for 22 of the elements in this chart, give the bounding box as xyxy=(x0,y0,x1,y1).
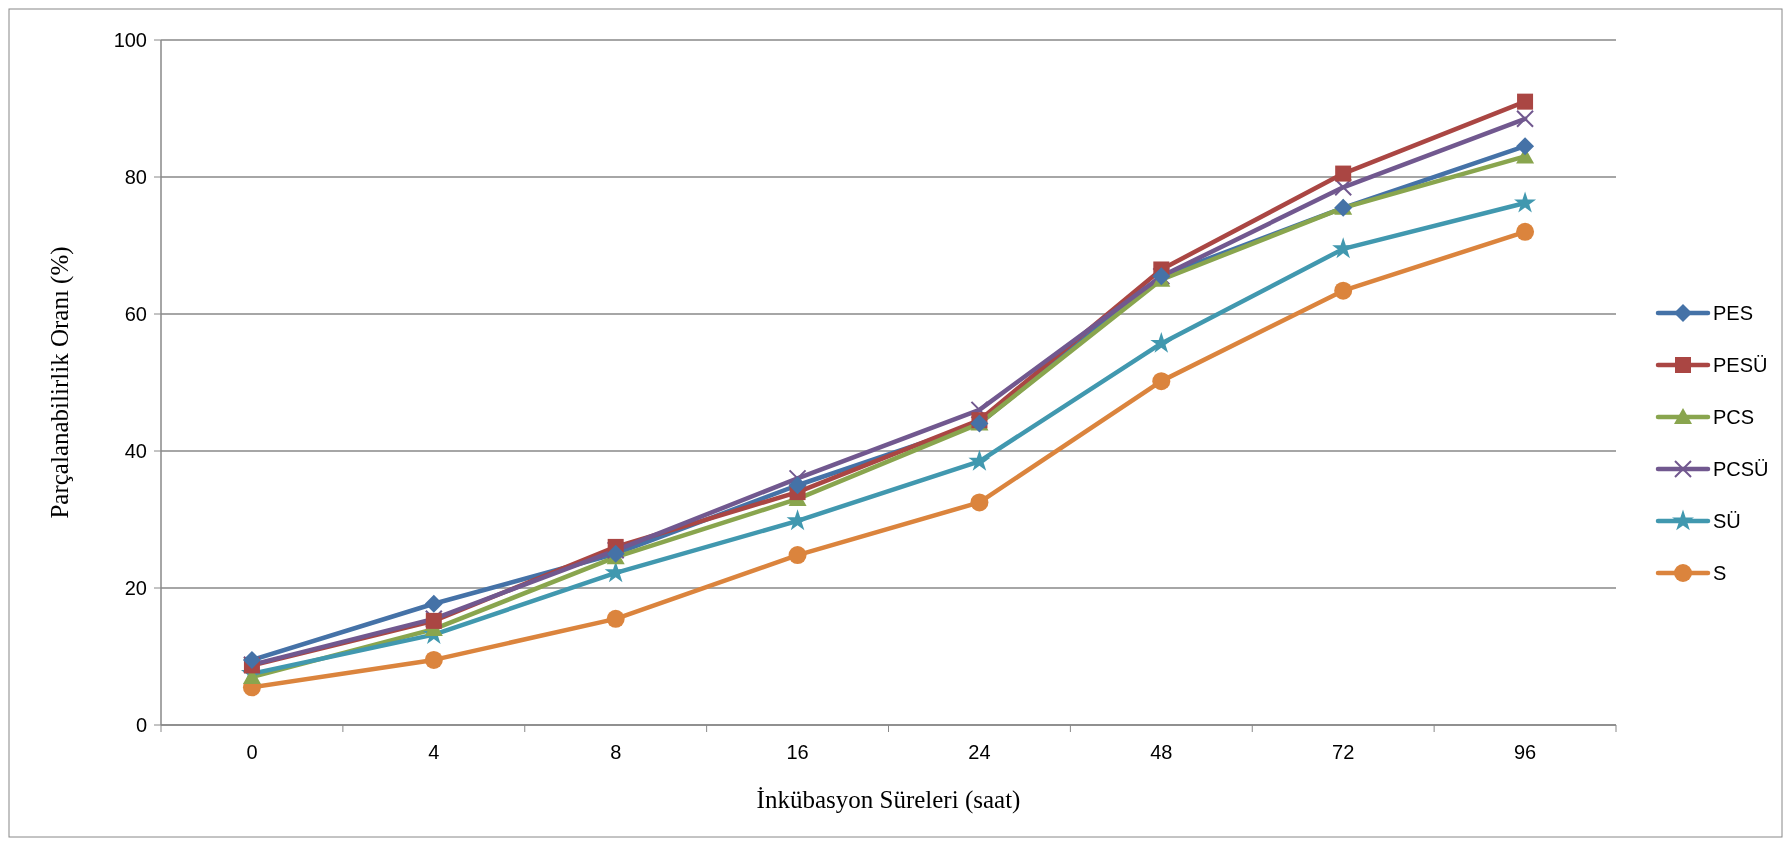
y-tick-label: 40 xyxy=(124,440,147,462)
x-tick-label: 0 xyxy=(246,741,258,763)
x-tick-label: 24 xyxy=(968,741,991,763)
y-tick-label: 0 xyxy=(135,714,147,736)
x-tick-label: 96 xyxy=(1513,741,1537,763)
legend-label: S xyxy=(1713,562,1727,584)
x-tick-label: 8 xyxy=(610,741,622,763)
legend-label: PCSÜ xyxy=(1713,458,1769,480)
legend-label: PCS xyxy=(1713,406,1755,428)
x-axis-title: İnkübasyon Süreleri (saat) xyxy=(756,786,1021,814)
y-tick-label: 100 xyxy=(113,29,147,51)
x-tick-label: 48 xyxy=(1150,741,1173,763)
legend-label: PESÜ xyxy=(1713,354,1768,376)
legend-label: PES xyxy=(1713,302,1754,324)
x-tick-label: 16 xyxy=(786,741,809,763)
y-tick-label: 20 xyxy=(124,577,147,599)
y-axis-title: Parçalanabilirlik Oranı (%) xyxy=(46,246,74,519)
legend-label: SÜ xyxy=(1713,510,1741,532)
y-tick-label: 60 xyxy=(124,303,147,325)
y-tick-label: 80 xyxy=(124,166,147,188)
x-tick-label: 4 xyxy=(428,741,440,763)
x-tick-label: 72 xyxy=(1332,741,1355,763)
